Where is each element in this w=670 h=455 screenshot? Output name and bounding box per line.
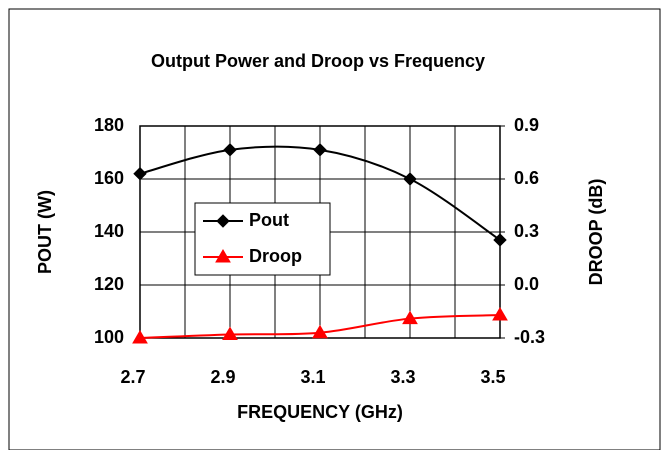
legend-marker bbox=[216, 214, 230, 228]
legend-marker bbox=[215, 249, 231, 263]
marker bbox=[132, 330, 148, 344]
marker bbox=[222, 326, 238, 340]
chart-frame bbox=[8, 8, 661, 451]
y2-tick-label: 0.0 bbox=[514, 274, 539, 294]
x-tick-label: 3.3 bbox=[390, 367, 415, 387]
y-tick-label: 160 bbox=[94, 168, 124, 188]
x-axis-title: FREQUENCY (GHz) bbox=[237, 402, 403, 422]
marker bbox=[313, 143, 327, 157]
marker bbox=[312, 324, 328, 339]
legend-label: Droop bbox=[249, 246, 302, 266]
x-tick-label: 2.7 bbox=[120, 367, 145, 387]
y2-axis-title: DROOP (dB) bbox=[586, 179, 606, 286]
legend-box bbox=[194, 202, 331, 276]
marker bbox=[492, 307, 508, 321]
y2-tick-label: 0.6 bbox=[514, 168, 539, 188]
x-tick-label: 3.5 bbox=[480, 367, 505, 387]
marker bbox=[133, 166, 147, 181]
y-tick-label: 140 bbox=[94, 221, 124, 241]
y-tick-label: 180 bbox=[94, 115, 124, 135]
marker bbox=[493, 233, 507, 247]
y2-tick-label: 0.9 bbox=[514, 115, 539, 135]
marker bbox=[223, 143, 237, 157]
y-tick-label: 120 bbox=[94, 274, 124, 294]
marker bbox=[403, 172, 417, 186]
x-tick-label: 3.1 bbox=[300, 367, 325, 387]
marker bbox=[402, 310, 418, 325]
legend-label: Pout bbox=[249, 210, 289, 230]
x-tick-label: 2.9 bbox=[210, 367, 235, 387]
chart-title: Output Power and Droop vs Frequency bbox=[151, 51, 485, 71]
y-axis-title: POUT (W) bbox=[35, 190, 55, 274]
y2-tick-label: 0.3 bbox=[514, 221, 539, 241]
y-tick-label: 100 bbox=[94, 327, 124, 347]
y2-tick-label: -0.3 bbox=[514, 327, 545, 347]
